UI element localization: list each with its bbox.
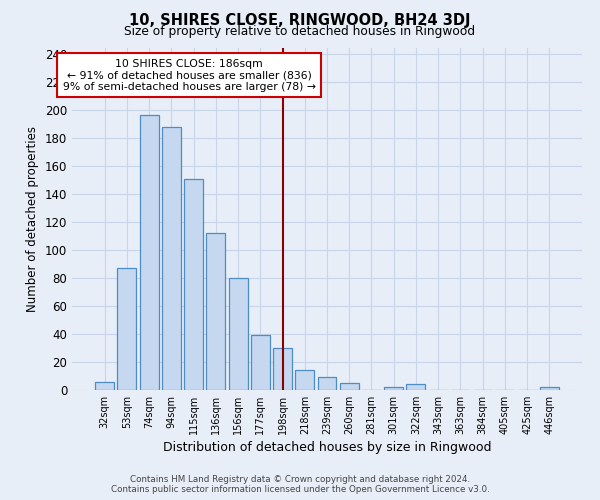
Bar [184,179,203,390]
Text: 10 SHIRES CLOSE: 186sqm
← 91% of detached houses are smaller (836)
9% of semi-de: 10 SHIRES CLOSE: 186sqm ← 91% of detache… [62,58,316,92]
Text: 10, SHIRES CLOSE, RINGWOOD, BH24 3DJ: 10, SHIRES CLOSE, RINGWOOD, BH24 3DJ [129,12,471,28]
Bar [140,114,158,390]
X-axis label: Distribution of detached houses by size in Ringwood: Distribution of detached houses by size … [163,441,491,454]
Bar [273,348,292,390]
Bar [162,127,181,390]
Bar [229,278,248,390]
Text: Size of property relative to detached houses in Ringwood: Size of property relative to detached ho… [124,25,476,38]
Bar [384,387,403,390]
Bar [540,387,559,390]
Text: Contains HM Land Registry data © Crown copyright and database right 2024.
Contai: Contains HM Land Registry data © Crown c… [110,474,490,494]
Bar [317,378,337,390]
Bar [118,268,136,390]
Bar [206,234,225,390]
Y-axis label: Number of detached properties: Number of detached properties [26,126,39,312]
Bar [251,336,270,390]
Bar [340,383,359,390]
Bar [95,382,114,390]
Bar [295,370,314,390]
Bar [406,384,425,390]
